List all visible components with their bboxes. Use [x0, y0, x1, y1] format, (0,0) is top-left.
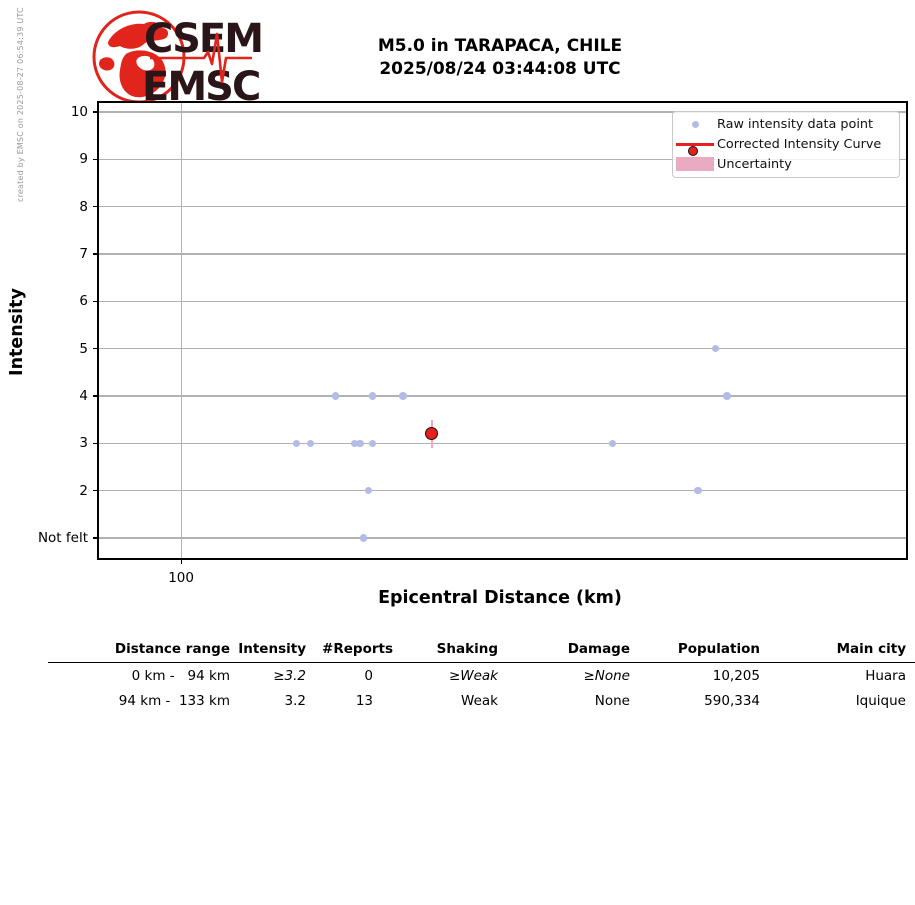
raw-data-point [723, 392, 731, 400]
legend-label-uncertainty: Uncertainty [717, 156, 792, 172]
impact-table-header: Distance range Intensity #Reports Shaking Da… [48, 639, 915, 663]
table-header-population: Population [630, 639, 760, 663]
corrected-curve-marker-icon [687, 146, 698, 157]
table-cell: Iquique [855, 693, 906, 709]
x-tick-mark [180, 560, 182, 564]
logo-text-csem: CSEM [144, 16, 261, 62]
globe-icon [92, 10, 186, 104]
table-header-damage: Damage [498, 639, 630, 663]
raw-data-point [359, 534, 368, 542]
corrected-curve-line-icon [676, 142, 714, 147]
raw-data-point [356, 439, 364, 447]
table-row: 94 km - 133 km 3.2 13 Weak None 590,334 Iquiqu… [48, 688, 915, 713]
title-event: M5.0 in TARAPACA, CHILE [377, 36, 623, 56]
legend-label-raw: Raw intensity data point [717, 117, 874, 133]
table-cell: 94 km - 133 km [118, 693, 230, 709]
y-tick-mark [93, 300, 97, 302]
emsc-logo: CSEM EMSC [86, 8, 264, 110]
y-gridline [99, 158, 906, 160]
y-gridline [99, 300, 906, 302]
y-tick-mark [93, 253, 97, 255]
table-cell: ≥None [583, 668, 630, 684]
x-gridline [180, 103, 182, 558]
intensity-plot: Raw intensity data point Corrected Inten… [97, 101, 908, 560]
y-tick-mark [93, 537, 97, 539]
y-tick-mark [93, 158, 97, 160]
table-cell: 0 [364, 668, 373, 684]
legend-item-corrected: Corrected Intensity Curve [673, 135, 899, 157]
y-tick-label: Not felt [37, 529, 88, 546]
emsc-logo-graphic: CSEM EMSC [92, 10, 264, 110]
x-tick-label: 100 [168, 570, 194, 586]
y-tick-mark [93, 490, 97, 492]
raw-data-point [711, 344, 720, 353]
seismogram-trace-icon [150, 32, 252, 84]
legend-item-raw: Raw intensity data point [673, 115, 899, 135]
y-gridline [99, 537, 906, 539]
y-gridline [99, 206, 906, 208]
y-tick-mark [93, 206, 97, 208]
y-tick-label: 6 [79, 293, 88, 310]
y-gridline [99, 253, 906, 255]
y-gridline [99, 111, 906, 113]
raw-data-point [368, 392, 376, 400]
table-header--reports: #Reports [306, 639, 393, 663]
y-tick-label: 4 [79, 387, 88, 404]
y-gridline [99, 442, 906, 444]
y-tick-mark [93, 348, 97, 350]
table-cell: Huara [865, 668, 906, 684]
corrected-intensity-point [424, 426, 438, 440]
table-cell: None [594, 693, 630, 709]
page-title: M5.0 in TARAPACA, CHILE 2025/08/24 03:44… [200, 35, 800, 81]
legend-label-corrected: Corrected Intensity Curve [717, 137, 882, 152]
table-cell: 590,334 [704, 693, 760, 709]
y-tick-mark [93, 442, 97, 444]
table-row: 0 km - 94 km ≥3.2 0 ≥Weak ≥None 10,205 Huara [48, 663, 915, 689]
table-header-main-city: Main city [760, 639, 915, 663]
table-header-shaking: Shaking [393, 639, 498, 663]
y-tick-mark [93, 111, 97, 113]
raw-data-point [306, 439, 315, 447]
impact-table: Distance range Intensity #Reports Shaking Da… [48, 639, 915, 713]
title-datetime: 2025/08/24 03:44:08 UTC [379, 59, 621, 79]
raw-data-point [292, 439, 300, 447]
table-cell: ≥3.2 [273, 668, 306, 684]
table-cell: 10,205 [712, 668, 760, 684]
table-header-intensity: Intensity [230, 639, 306, 663]
raw-data-point [609, 439, 617, 447]
y-tick-label: 9 [79, 151, 88, 168]
raw-data-point [368, 439, 376, 447]
y-tick-mark [93, 395, 97, 397]
x-axis-label: Epicentral Distance (km) [378, 588, 622, 608]
raw-data-point [331, 392, 340, 400]
raw-data-point [399, 392, 407, 400]
table-cell: 0 km - 94 km [131, 668, 230, 684]
table-cell: Weak [461, 693, 498, 709]
table-cell: 3.2 [284, 693, 306, 709]
raw-data-point [351, 439, 359, 447]
raw-point-marker-icon [691, 121, 699, 129]
y-tick-label: 7 [79, 245, 88, 262]
y-tick-label: 10 [70, 103, 88, 120]
legend: Raw intensity data point Corrected Inten… [672, 111, 900, 178]
table-header-distance-range: Distance range [48, 639, 230, 663]
legend-item-uncertainty: Uncertainty [673, 154, 899, 174]
y-tick-label: 3 [79, 435, 88, 452]
table-cell: ≥Weak [448, 668, 498, 684]
y-tick-label: 8 [79, 198, 88, 215]
raw-data-point [365, 486, 373, 495]
table-cell: 13 [355, 693, 373, 709]
y-gridline [99, 395, 906, 397]
y-tick-label: 5 [79, 340, 88, 357]
y-gridline [99, 490, 906, 492]
y-tick-label: 2 [79, 482, 88, 499]
uncertainty-patch-icon [676, 157, 714, 172]
raw-data-point [694, 486, 702, 495]
y-gridline [99, 348, 906, 350]
